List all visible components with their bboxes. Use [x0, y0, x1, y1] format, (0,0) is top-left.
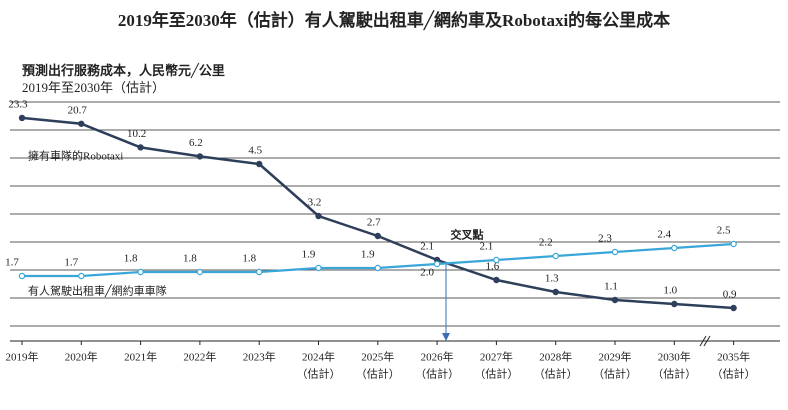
value-label: 1.7	[5, 257, 19, 269]
value-label: 1.8	[183, 253, 197, 265]
x-tick-label: 2035年	[717, 350, 750, 364]
x-tick-label: 2024年	[302, 350, 335, 364]
point	[256, 268, 263, 276]
value-label: 23.3	[8, 98, 28, 110]
point	[433, 260, 441, 268]
point	[671, 300, 678, 308]
point	[196, 268, 204, 276]
x-tick-label: 2019年	[6, 350, 39, 364]
x-tick-note: （估計）	[712, 367, 756, 381]
grid	[10, 101, 780, 347]
point	[374, 264, 381, 272]
x-tick-note: （估計）	[534, 367, 578, 381]
value-label: 1.0	[663, 285, 677, 297]
value-label: 1.9	[361, 249, 375, 261]
point	[671, 244, 678, 252]
value-label: 2.4	[657, 229, 671, 241]
point	[18, 114, 26, 122]
point	[315, 264, 322, 272]
subtitle: 預測出行服務成本，人民幣元╱公里	[22, 62, 225, 79]
point	[730, 304, 737, 312]
point	[315, 212, 322, 220]
x-tick-label: 2021年	[124, 350, 157, 364]
value-label: 2.1	[420, 241, 434, 253]
value-label: 1.3	[545, 273, 559, 285]
value-label: 2.5	[717, 225, 731, 237]
value-label: 2.0	[420, 267, 434, 279]
value-label: 2.3	[598, 233, 612, 245]
value-label: 1.8	[242, 253, 256, 265]
value-label: 1.1	[604, 281, 618, 293]
series-label: 有人駕駛出租車╱網約車車隊	[28, 284, 167, 298]
point	[137, 268, 144, 276]
value-label: 2.1	[480, 241, 494, 253]
chart-title: 2019年至2030年（估計）有人駕駛出租車╱網約車及Robotaxi的每公里成…	[118, 10, 670, 31]
value-label: 20.7	[68, 104, 88, 116]
x-tick-label: 2029年	[599, 350, 632, 364]
x-tick-label: 2028年	[539, 350, 572, 364]
x-tick-note: （估計）	[593, 367, 637, 381]
x-tick-note: （估計）	[415, 367, 459, 381]
point	[137, 144, 144, 151]
value-label: 2.7	[367, 217, 381, 229]
x-tick-label: 2030年	[658, 350, 691, 364]
point	[78, 272, 85, 280]
crossing-arrow	[442, 264, 450, 341]
value-label: 1.9	[302, 249, 316, 261]
point	[493, 256, 500, 264]
x-tick-label: 2025年	[361, 350, 394, 364]
x-tick-label: 2022年	[183, 350, 216, 364]
value-label: 2.2	[539, 237, 553, 249]
x-tick-note: （估計）	[297, 367, 341, 381]
value-label: 6.2	[189, 137, 203, 149]
point	[374, 232, 381, 240]
x-tick-note: （估計）	[356, 367, 400, 381]
subtitle: 2019年至2030年（估計）	[22, 80, 165, 95]
point	[552, 288, 559, 296]
point	[611, 296, 619, 304]
annotation: 交叉點	[451, 228, 484, 242]
point	[552, 252, 559, 260]
x-tick-label: 2023年	[243, 350, 276, 364]
x-tick-note: （估計）	[474, 367, 518, 381]
value-label: 1.8	[124, 253, 138, 265]
x-tick-note: （估計）	[652, 367, 696, 381]
value-label: 1.7	[64, 257, 78, 269]
value-label: 10.2	[127, 128, 146, 140]
point	[196, 153, 204, 160]
value-label: 0.9	[723, 289, 737, 301]
value-label: 4.5	[248, 145, 262, 157]
point	[730, 240, 737, 248]
point	[256, 160, 263, 168]
value-label: 3.2	[308, 197, 322, 209]
x-tick-label: 2026年	[421, 350, 454, 364]
point	[78, 120, 85, 127]
point	[493, 276, 500, 284]
x-tick-label: 2027年	[480, 350, 513, 364]
point	[611, 248, 619, 256]
value-label: 1.6	[486, 261, 500, 273]
series-line	[21, 116, 734, 310]
series-label: 擁有車隊的Robotaxi	[28, 149, 123, 163]
x-tick-label: 2020年	[65, 350, 98, 364]
point	[18, 272, 26, 280]
